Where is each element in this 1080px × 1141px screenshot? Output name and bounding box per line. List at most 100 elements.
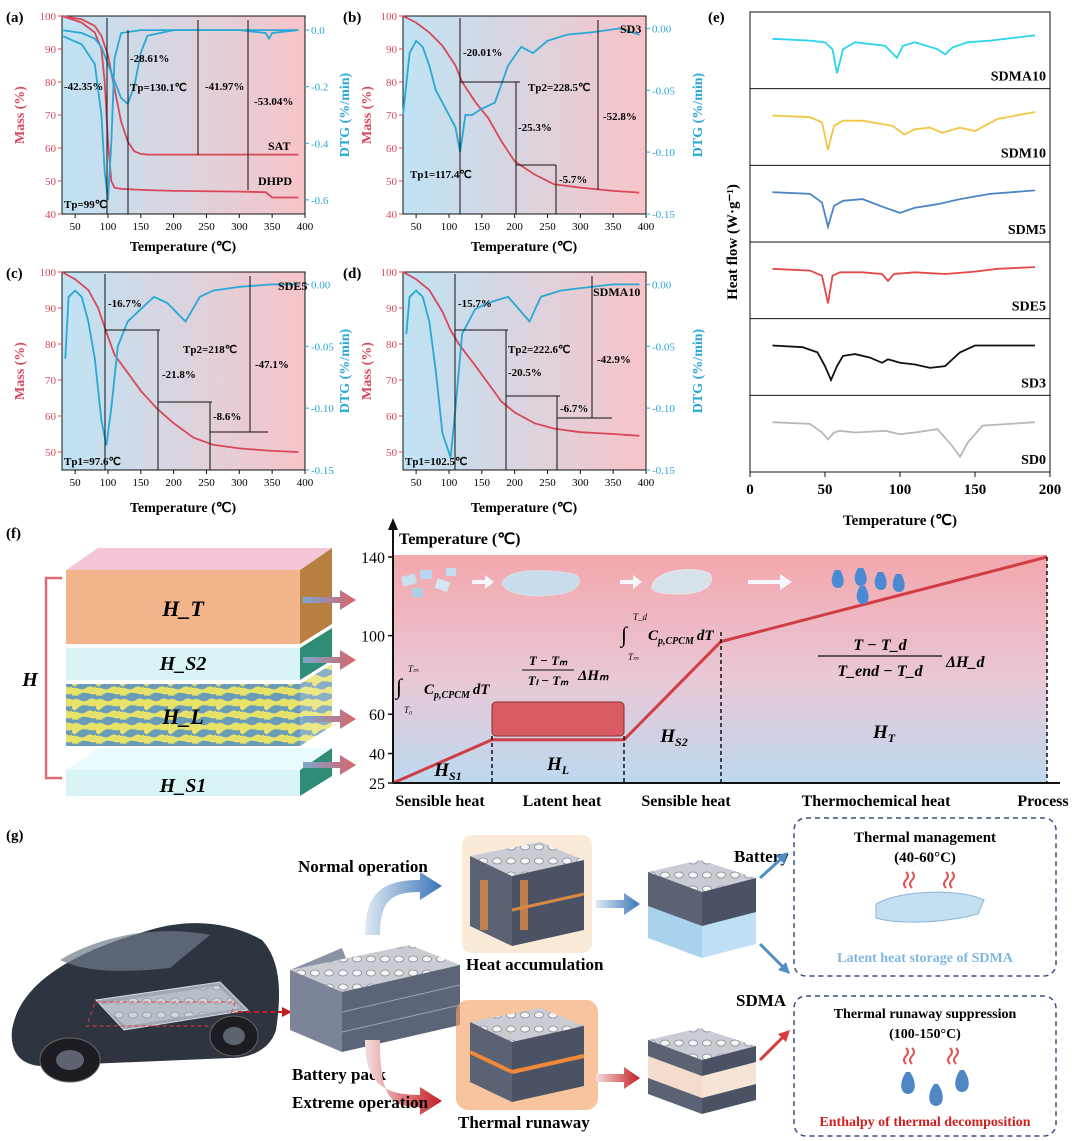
battery-connector-up <box>758 856 784 880</box>
battery-pack-block <box>290 945 461 1052</box>
dsc-label-sde5: SDE5 <box>1012 300 1046 315</box>
y-tick-label: 80 <box>386 339 398 351</box>
y2-tick-label: 0.0 <box>311 25 325 37</box>
layer-ht-label: H_T <box>161 596 205 621</box>
runaway-suppression-box <box>793 995 1057 1137</box>
series-line-sdma10-dtg <box>405 283 640 458</box>
panel-d: (d) 50 100 150 200 250 300 350 400 50 60 70 80 90 100… <box>343 266 706 516</box>
x-tick-label: 150 <box>474 221 491 233</box>
plot-a-marks: 50 100 150 200 250 300 350 400 40 50 60 70 80 90 100 0.… <box>40 11 329 233</box>
y-tick-label: 50 <box>45 447 57 459</box>
y2-tick-label: -0.15 <box>311 465 334 477</box>
process-plot-area <box>393 555 1047 783</box>
series-line-sd3-mass <box>402 15 640 194</box>
ann-c-6: -8.6% <box>213 411 241 423</box>
y-tick-label: 90 <box>386 44 398 56</box>
xlabel-c: Temperature (℃) <box>130 501 237 516</box>
battery-connector-down-head <box>778 962 790 974</box>
plot-area-c <box>61 271 306 471</box>
dsc-curve-sd3 <box>772 344 1035 383</box>
y-tick-label: 100 <box>381 11 398 23</box>
solid-crystals-icon <box>400 568 456 597</box>
x-tick-label: 350 <box>264 221 281 233</box>
y2-tick-label: 0.00 <box>652 279 672 291</box>
layer-hs1-front <box>66 770 300 796</box>
series-line-dhpd <box>61 15 299 199</box>
x-tick-label: 300 <box>231 477 248 489</box>
region-hl: HL <box>546 754 569 777</box>
ann-b-6: Tp1=117.4℃ <box>410 169 472 181</box>
x-tick-label: 150 <box>964 482 987 498</box>
y2label-a: DTG (%/min) <box>338 72 353 157</box>
x-tick-label: 250 <box>198 477 215 489</box>
x-tick-label: 50 <box>818 482 833 498</box>
layer-ht-side <box>300 548 332 644</box>
arrow-hl <box>303 709 356 729</box>
y-tick-label: 60 <box>45 411 57 423</box>
panel-label-c: (c) <box>6 266 23 282</box>
electric-car-illustration <box>11 923 280 1083</box>
dsc-curve-sde5 <box>772 266 1036 304</box>
equation-1: ∫ T₀ Tₘ Cp,CPCM dT <box>394 664 490 715</box>
x-tick-label: 300 <box>572 477 589 489</box>
y2-tick-label: -0.10 <box>311 403 334 415</box>
x-tick-label: 250 <box>539 221 556 233</box>
layer-hs1-top <box>66 748 332 770</box>
series-line-dtg-sat <box>61 29 299 106</box>
stack-arrows <box>303 590 356 775</box>
ann-d-5: -42.9% <box>597 354 631 366</box>
battery-connector-up-head <box>776 852 788 864</box>
h-bracket <box>44 576 62 780</box>
svg-text:T_end − T_d: T_end − T_d <box>837 663 923 680</box>
y2-tick-label: -0.10 <box>652 147 675 159</box>
sdma-connector-head <box>778 1030 790 1042</box>
svg-text:ΔH_d: ΔH_d <box>945 654 985 671</box>
x-tick-label: 100 <box>441 221 458 233</box>
y-tick-label: 90 <box>45 44 57 56</box>
y-tick-label: 40 <box>45 209 57 221</box>
ann-d-2: -15.7% <box>458 298 492 310</box>
plot-d-marks: 50 100 150 200 250 300 350 400 50 60 70 80 90 100 0.00… <box>381 267 676 489</box>
layer-hl-label: H_L <box>161 704 204 729</box>
liquid-icon <box>651 569 712 595</box>
plot-b-marks: 50 100 150 200 250 300 350 400 40 50 60 70 80 90 100 0.… <box>381 11 676 233</box>
panel-g: (g) Battery pack Normal opera <box>6 817 1057 1137</box>
y2-tick-label: -0.15 <box>652 465 675 477</box>
ann-c-2: -16.7% <box>108 298 142 310</box>
ann-d-7: Tp1=102.5℃ <box>405 456 467 468</box>
heat-accumulation-cube <box>462 835 592 953</box>
region-hs1: HS1 <box>433 760 461 783</box>
xlabel-b: Temperature (℃) <box>471 240 578 255</box>
x-tick-label: 100 <box>100 221 117 233</box>
x-tick-label: 400 <box>297 477 314 489</box>
x-tick-label: 350 <box>605 477 622 489</box>
x-tick-label: 250 <box>539 477 556 489</box>
series-line-sdma10-mass <box>402 271 640 437</box>
h-label: H <box>21 669 39 691</box>
battery-pack-label: Battery pack <box>292 1065 387 1084</box>
partial-melt-icon <box>501 570 580 597</box>
ann-a-2: -28.61% <box>130 53 169 65</box>
dsc-curve-sdm5 <box>772 189 1036 231</box>
layer-hs2-side <box>300 628 332 680</box>
y2-tick-label: -0.4 <box>311 138 329 150</box>
y-tick-label: 40 <box>386 209 398 221</box>
y-tick-label: 50 <box>386 447 398 459</box>
series-line-sat <box>61 15 299 156</box>
droplets-icon <box>831 568 905 604</box>
series-line-dtg-dhpd <box>61 29 299 201</box>
ann-c-1: SDE5 <box>278 279 307 293</box>
x-tick-label: 350 <box>264 477 281 489</box>
x-tick-label: 200 <box>506 477 523 489</box>
y-tick-label: 60 <box>386 411 398 423</box>
y-tick-label: 50 <box>45 176 57 188</box>
x-tick-label: 100 <box>100 477 117 489</box>
ylabel-e: Heat flow (W·g⁻¹) <box>725 184 741 300</box>
pcm-slab-icon <box>875 891 985 923</box>
panel-c: (c) 50 100 150 200 250 300 350 400 50 60 70 80 90 100… <box>6 266 353 516</box>
svg-text:Tₗ − Tₘ: Tₗ − Tₘ <box>528 673 569 688</box>
y2-tick-label: -0.10 <box>652 403 675 415</box>
phase-arrow-2 <box>620 575 642 589</box>
x-tick-label: 300 <box>572 221 589 233</box>
heat-waves-icon <box>903 871 955 889</box>
